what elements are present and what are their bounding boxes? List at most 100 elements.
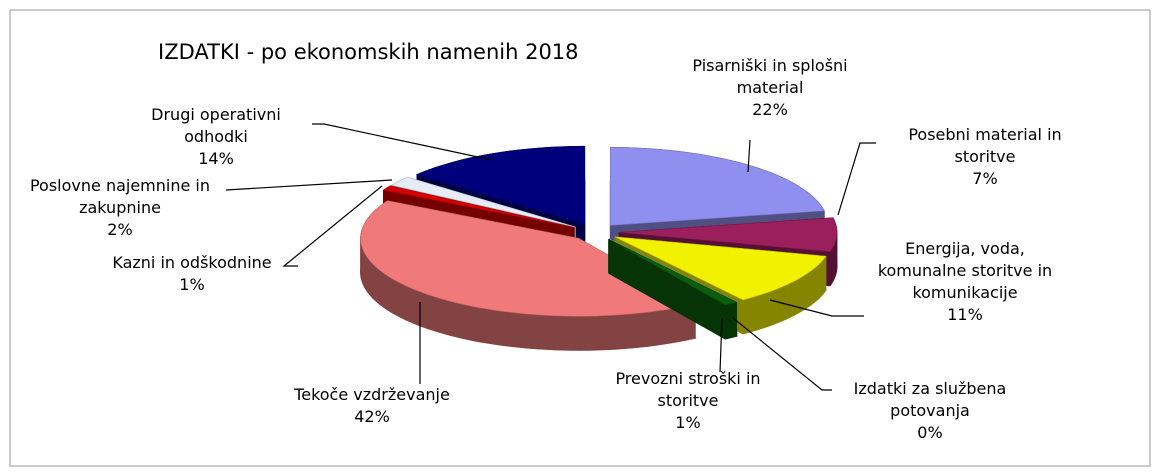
slice-side [382,272,388,310]
slice-side [794,277,800,316]
slice-side [631,312,641,349]
slice-side [656,309,665,346]
slice-side [562,315,572,351]
value-label: 11% [947,305,983,324]
leader-line [769,299,864,317]
slice-side [622,313,632,349]
slice-side [471,305,480,343]
slice-top [608,238,738,303]
slice-side [725,303,732,340]
slice-side [811,267,816,305]
slice-top [415,145,586,225]
slice-top [608,238,738,306]
leader-line [225,179,393,191]
slice-side [818,261,822,300]
slice-side [823,255,827,294]
slice-side [536,314,546,350]
slice-side [405,285,412,323]
leader-line [312,123,493,161]
slice-side [664,308,673,345]
slice-top [390,176,576,228]
slice-top [610,147,825,226]
value-label: 1% [675,413,701,432]
slice-side [605,314,615,350]
slice-side [784,282,791,320]
slice [360,200,697,351]
category-name: Pisarniški in splošni material [692,56,848,97]
slice-label: Prevozni stroški in storitve 1% [598,368,778,434]
slice-side [527,313,537,350]
slice-label: Izdatki za službena potovanja 0% [835,378,1025,444]
category-name: Kazni in odškodnine [112,253,272,272]
slice-side [463,304,472,341]
slice-side [762,291,769,329]
slice-side [588,315,598,351]
slice-top [360,200,697,317]
slice-side [768,289,775,327]
slice-side [449,300,457,338]
slice-side [456,302,465,339]
slice-side [400,282,407,321]
category-name: Energija, voda, komunalne storitve in ko… [877,239,1053,302]
slice-side [790,280,796,318]
category-name: Drugi operativni odhodki [151,105,281,146]
value-label: 42% [354,407,390,426]
slice-label: Kazni in odškodnine 1% [82,252,302,296]
value-label: 1% [179,275,205,294]
slice-side [375,266,380,305]
slice-side [502,311,512,347]
slice-side [429,294,437,332]
slice-side [395,280,402,318]
leader-lines [225,123,876,391]
leader-line [837,142,876,216]
slice-side [411,287,418,326]
slice-side [579,315,589,351]
slice-top [614,236,827,301]
slice-side [486,308,496,345]
slice-side [807,269,813,308]
slice-side [386,274,392,313]
category-name: Poslovne najemnine in zakupnine [29,176,211,217]
slice-side [494,310,504,346]
category-name: Prevozni stroški in storitve [615,369,761,410]
slice-side [510,312,520,348]
leader-line [747,139,751,173]
slice-side [367,257,371,296]
category-name: Tekoče vzdrževanje [294,385,450,404]
value-label: 7% [972,169,998,188]
slice-side [829,247,833,287]
slices [360,145,838,351]
slice-side [372,263,377,302]
leader-line [282,185,383,267]
slice-side [820,258,825,297]
slice-side [365,254,368,293]
slice-side [803,272,809,311]
slice-label: Drugi operativni odhodki 14% [141,104,291,170]
chart-title: IZDATKI - po ekonomskih namenih 2018 [158,40,579,64]
slice-side [648,310,657,347]
slice [608,238,739,340]
slice-side [435,296,443,334]
slice-side [755,293,763,331]
value-label: 0% [917,423,943,442]
slice-side [749,295,757,333]
slice-side [369,260,374,299]
slice-side [799,275,805,313]
slice-side [390,277,397,316]
slice-side [639,311,649,348]
category-name: Izdatki za službena potovanja [853,379,1007,420]
slice-label: Poslovne najemnine in zakupnine 2% [5,175,235,241]
slice-side [519,313,529,349]
value-label: 14% [198,149,234,168]
leader-line [719,317,723,373]
slice-side [422,292,430,330]
value-label: 2% [107,220,133,239]
slice-top [382,185,575,228]
slice-label: Tekoče vzdrževanje 42% [262,384,482,428]
slice-side [614,314,624,350]
slice-label: Posebni material in storitve 7% [885,124,1085,190]
category-name: Posebni material in storitve [908,125,1062,166]
slice-label: Energija, voda, komunalne storitve in ko… [860,238,1070,326]
